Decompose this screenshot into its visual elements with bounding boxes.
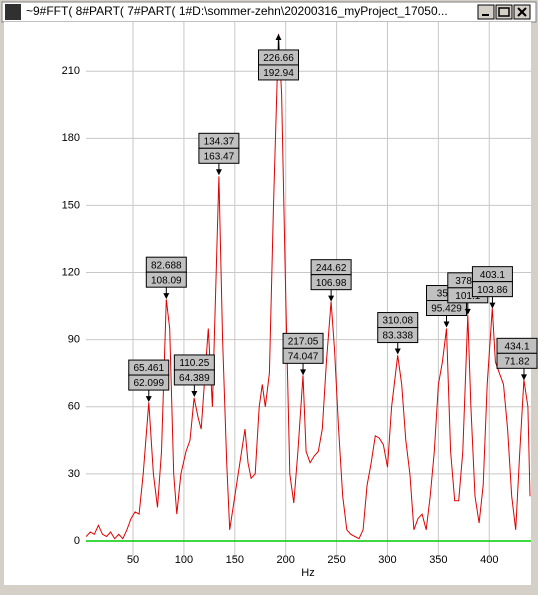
- y-tick-label: 210: [62, 65, 80, 77]
- peak-annotation: 110.25 64.389: [173, 354, 215, 397]
- annotation-box: [258, 64, 300, 81]
- annotation-arrowhead: [163, 293, 170, 300]
- annotation-label: 244.62: [316, 263, 347, 274]
- annotation-box: [310, 274, 352, 291]
- x-tick-label: 50: [127, 554, 139, 566]
- peak-annotation: 310.08 83.338: [377, 312, 419, 355]
- y-tick-label: 180: [62, 132, 80, 144]
- annotation-label: 82.688: [151, 260, 182, 271]
- annotation-label: 83.338: [382, 331, 413, 342]
- annotation-label: 108.09: [151, 275, 182, 286]
- peak-annotation: 217.05 74.047: [282, 332, 324, 376]
- x-tick-label: 400: [480, 554, 498, 566]
- annotation-label: 378.9: [455, 276, 480, 287]
- annotation-label: 62.099: [133, 378, 164, 389]
- annotation-arrowhead: [145, 396, 152, 403]
- annotation-arrowhead: [443, 321, 450, 328]
- annotation-label: 226.66: [263, 53, 294, 64]
- annotation-label: 163.47: [204, 151, 235, 162]
- maximize-icon: [498, 7, 510, 17]
- annotation-arrowhead: [191, 390, 198, 397]
- app-icon: [5, 4, 21, 20]
- annotation-box: [198, 147, 240, 164]
- window-title: ~9#FFT( 8#PART( 7#PART( 1#D:\sommer-zehn…: [26, 4, 448, 18]
- annotation-box: [282, 347, 324, 364]
- annotation-box: [173, 369, 215, 386]
- annotation-label: 95.429: [431, 304, 462, 315]
- y-tick-label: 90: [68, 334, 80, 346]
- annotation-label: 403.1: [480, 270, 505, 281]
- window-buttons[interactable]: [477, 4, 531, 20]
- annotation-arrowhead: [215, 169, 222, 176]
- annotation-arrowhead: [520, 374, 527, 381]
- plot: 0 30 60 90 120 150 180 210 50 100 150 200 250 300 350 4…: [62, 22, 538, 566]
- annotation-box: [426, 300, 468, 317]
- y-tick-label: 0: [74, 535, 80, 547]
- annotation-box: [128, 374, 170, 391]
- annotation-label: 106.98: [316, 278, 347, 289]
- annotation-box: [377, 327, 419, 344]
- annotation-arrowhead: [275, 33, 282, 40]
- annotation-arrowhead: [464, 308, 471, 315]
- y-tick-label: 120: [62, 266, 80, 278]
- x-tick-label: 350: [429, 554, 447, 566]
- annotation-label: 74.047: [288, 351, 319, 362]
- peak-annotation: 403.1 103.86: [471, 266, 513, 309]
- x-tick-label: 100: [175, 554, 193, 566]
- peak-annotation: 434.1 71.82: [496, 337, 538, 381]
- annotation-box: [496, 352, 538, 369]
- x-axis-label: Hz: [301, 567, 314, 579]
- annotation-label: 101.1: [455, 291, 480, 302]
- x-tick-label: 200: [277, 554, 295, 566]
- annotation-label: 134.37: [204, 136, 235, 147]
- peak-annotation: 82.688 108.09: [145, 256, 187, 300]
- annotation-label: 103.86: [477, 285, 508, 296]
- annotation-label: 71.82: [504, 356, 529, 367]
- x-tick-label: 150: [226, 554, 244, 566]
- data-line: [86, 33, 531, 540]
- y-tick-label: 150: [62, 199, 80, 211]
- annotation-label: 434.1: [504, 341, 529, 352]
- annotation-label: 358.: [437, 289, 456, 300]
- peak-annotation: 244.62 106.98: [310, 259, 352, 302]
- annotation-label: 65.461: [133, 363, 164, 374]
- peak-annotation: 134.37 163.47: [198, 132, 240, 176]
- peak-annotation: 65.461 62.099: [128, 359, 170, 403]
- annotation-label: 192.94: [263, 68, 294, 79]
- x-tick-label: 250: [327, 554, 345, 566]
- annotation-label: 217.05: [288, 336, 319, 347]
- annotation-arrowhead: [394, 348, 401, 355]
- y-tick-label: 60: [68, 401, 80, 413]
- x-tick-label: 300: [378, 554, 396, 566]
- peak-annotation: 226.66 192.94: [258, 33, 300, 81]
- annotation-label: 110.25: [179, 358, 209, 369]
- close-icon: [517, 7, 527, 17]
- annotation-arrowhead: [300, 369, 307, 376]
- annotation-label: 64.389: [179, 373, 210, 384]
- y-tick-label: 30: [68, 468, 80, 480]
- annotation-box: [145, 271, 187, 288]
- annotation-arrowhead: [328, 295, 335, 302]
- annotation-arrowhead: [489, 302, 496, 309]
- minimize-button[interactable]: [477, 4, 495, 20]
- annotation-label: 310.08: [382, 316, 413, 327]
- annotation-box: [471, 281, 513, 298]
